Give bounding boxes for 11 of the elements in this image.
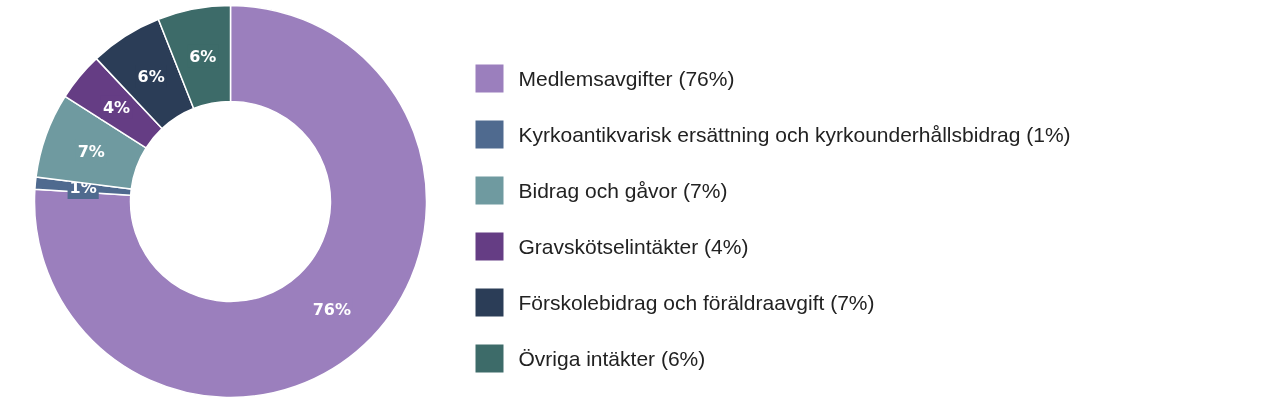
legend-label: Gravskötselintäkter (4%) (518, 235, 749, 258)
data-label: 6% (189, 46, 217, 66)
data-label: 6% (137, 67, 165, 87)
legend-label: Övriga intäkter (6%) (518, 347, 706, 370)
legend-label: Medlemsavgifter (76%) (518, 67, 735, 90)
data-label: 76% (312, 299, 351, 319)
legend-label: Förskolebidrag och föräldraavgift (7%) (518, 291, 875, 314)
legend-label: Kyrkoantikvarisk ersättning och kyrkounderhållsbidrag (1%) (518, 123, 1071, 146)
legend-label: Bidrag och gåvor (7%) (518, 179, 728, 202)
data-label: 4% (102, 97, 131, 117)
data-label: 7% (77, 141, 105, 161)
